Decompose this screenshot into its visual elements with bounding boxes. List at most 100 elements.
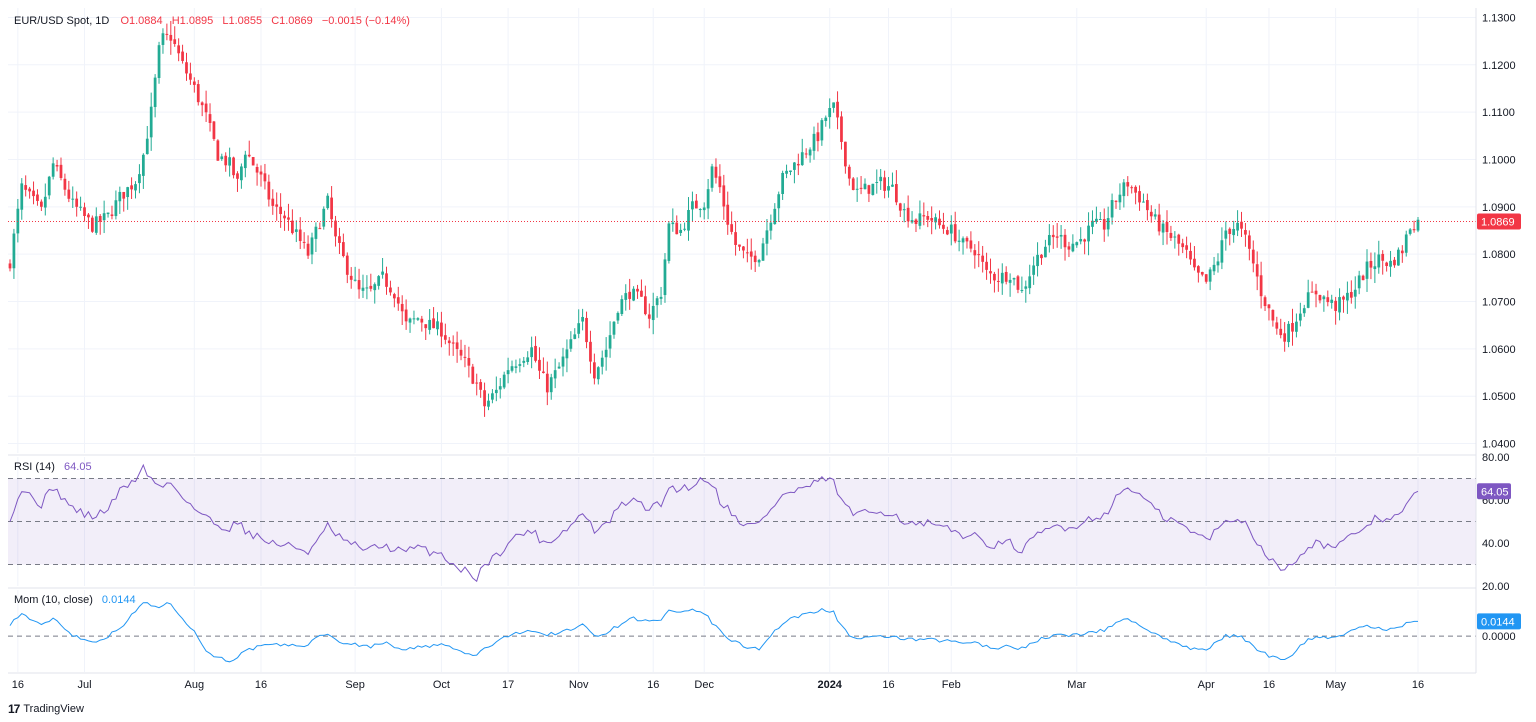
time-axis[interactable]: 16 Jul Aug 16 Sep Oct 17 Nov 16 Dec 2024 16 Feb Mar Ap… — [12, 679, 1424, 691]
candlestick-series — [8, 20, 1420, 417]
candle — [338, 227, 341, 255]
candle — [357, 268, 361, 299]
candle — [887, 177, 890, 198]
candle — [1044, 239, 1047, 258]
candle — [769, 214, 773, 240]
candle — [294, 220, 298, 243]
rsi-legend[interactable]: RSI (14) 64.05 — [14, 461, 92, 473]
candle — [914, 218, 918, 233]
candle — [416, 317, 420, 321]
price-axis[interactable]: 1.1300 1.1200 1.1100 1.1000 1.0900 1.0800 1.07… — [1482, 12, 1516, 450]
price-tick-label: 1.1200 — [1482, 60, 1516, 72]
candle — [973, 244, 977, 269]
candle — [675, 215, 679, 235]
symbol-title[interactable]: EUR/USD Spot, 1D — [14, 15, 109, 27]
candle — [40, 199, 43, 212]
candle — [902, 203, 906, 223]
candle — [749, 238, 753, 270]
candle — [134, 181, 137, 199]
candle — [12, 228, 16, 279]
candle — [353, 266, 357, 282]
candle — [506, 357, 510, 384]
candle — [1122, 179, 1126, 208]
candle — [844, 141, 847, 174]
candle — [55, 159, 59, 172]
candle — [1040, 254, 1043, 265]
candle — [424, 324, 428, 341]
candle — [498, 378, 502, 399]
candle — [1326, 290, 1330, 307]
candle — [573, 328, 577, 340]
candle — [812, 126, 816, 160]
time-tick-label: 16 — [1412, 679, 1424, 691]
candle — [330, 186, 333, 228]
price-tick-label: 1.0600 — [1482, 344, 1516, 356]
candle — [694, 194, 698, 209]
candle — [820, 118, 824, 146]
candle — [938, 210, 941, 229]
candle — [220, 153, 224, 161]
momentum-title[interactable]: Mom (10, close) — [14, 594, 93, 606]
candle — [526, 351, 530, 365]
candle — [149, 92, 153, 151]
candle — [306, 235, 310, 259]
ohlc-legend[interactable]: EUR/USD Spot, 1D O1.0884 H1.0895 L1.0855… — [14, 15, 410, 27]
candle — [236, 171, 239, 192]
candle — [945, 226, 949, 236]
candle — [232, 156, 235, 179]
rsi-pane[interactable] — [8, 457, 1476, 586]
rsi-tick-label: 80.00 — [1482, 452, 1510, 464]
candle — [828, 98, 832, 129]
candle — [985, 252, 988, 280]
price-tick-label: 1.0500 — [1482, 391, 1516, 403]
main-pane[interactable] — [8, 8, 1476, 453]
candle — [192, 77, 196, 93]
candle — [530, 336, 533, 369]
candle — [196, 79, 200, 106]
candle — [1106, 206, 1110, 237]
candle — [1079, 227, 1083, 245]
momentum-pane[interactable] — [8, 590, 1476, 672]
candle — [1102, 208, 1106, 242]
candle — [808, 147, 812, 163]
candle — [287, 203, 290, 231]
time-tick-label: 16 — [1263, 679, 1275, 691]
rsi-title[interactable]: RSI (14) — [14, 461, 55, 473]
candle — [1369, 252, 1373, 280]
tradingview-logo-icon[interactable]: 17 — [8, 702, 20, 716]
momentum-legend[interactable]: Mom (10, close) 0.0144 — [14, 594, 136, 606]
footer: 17 TradingView — [8, 700, 84, 718]
candle — [895, 170, 898, 206]
candle — [714, 158, 718, 184]
candle — [651, 292, 655, 335]
candle — [1267, 304, 1271, 321]
candle — [765, 219, 769, 256]
candle — [683, 222, 686, 232]
candle — [989, 258, 992, 284]
candle — [106, 212, 110, 218]
candle — [910, 211, 914, 224]
candle — [659, 286, 663, 305]
candle — [906, 195, 910, 228]
candle — [918, 200, 922, 230]
candle — [302, 232, 306, 249]
footer-brand[interactable]: TradingView — [23, 703, 84, 715]
price-tick-label: 1.1000 — [1482, 154, 1516, 166]
candle — [298, 217, 302, 250]
candle — [291, 209, 294, 235]
candle — [404, 299, 408, 330]
candle — [824, 115, 828, 127]
candle — [647, 303, 651, 329]
candle — [510, 360, 514, 373]
candle — [157, 41, 161, 84]
candle — [1020, 276, 1024, 293]
momentum-axis[interactable]: 0.0000 — [1482, 631, 1516, 643]
candle — [796, 153, 800, 176]
candle — [79, 196, 82, 211]
candle — [891, 172, 894, 187]
momentum-axis-value: 0.0144 — [1481, 616, 1515, 628]
candle — [126, 186, 130, 210]
candle — [589, 330, 592, 374]
